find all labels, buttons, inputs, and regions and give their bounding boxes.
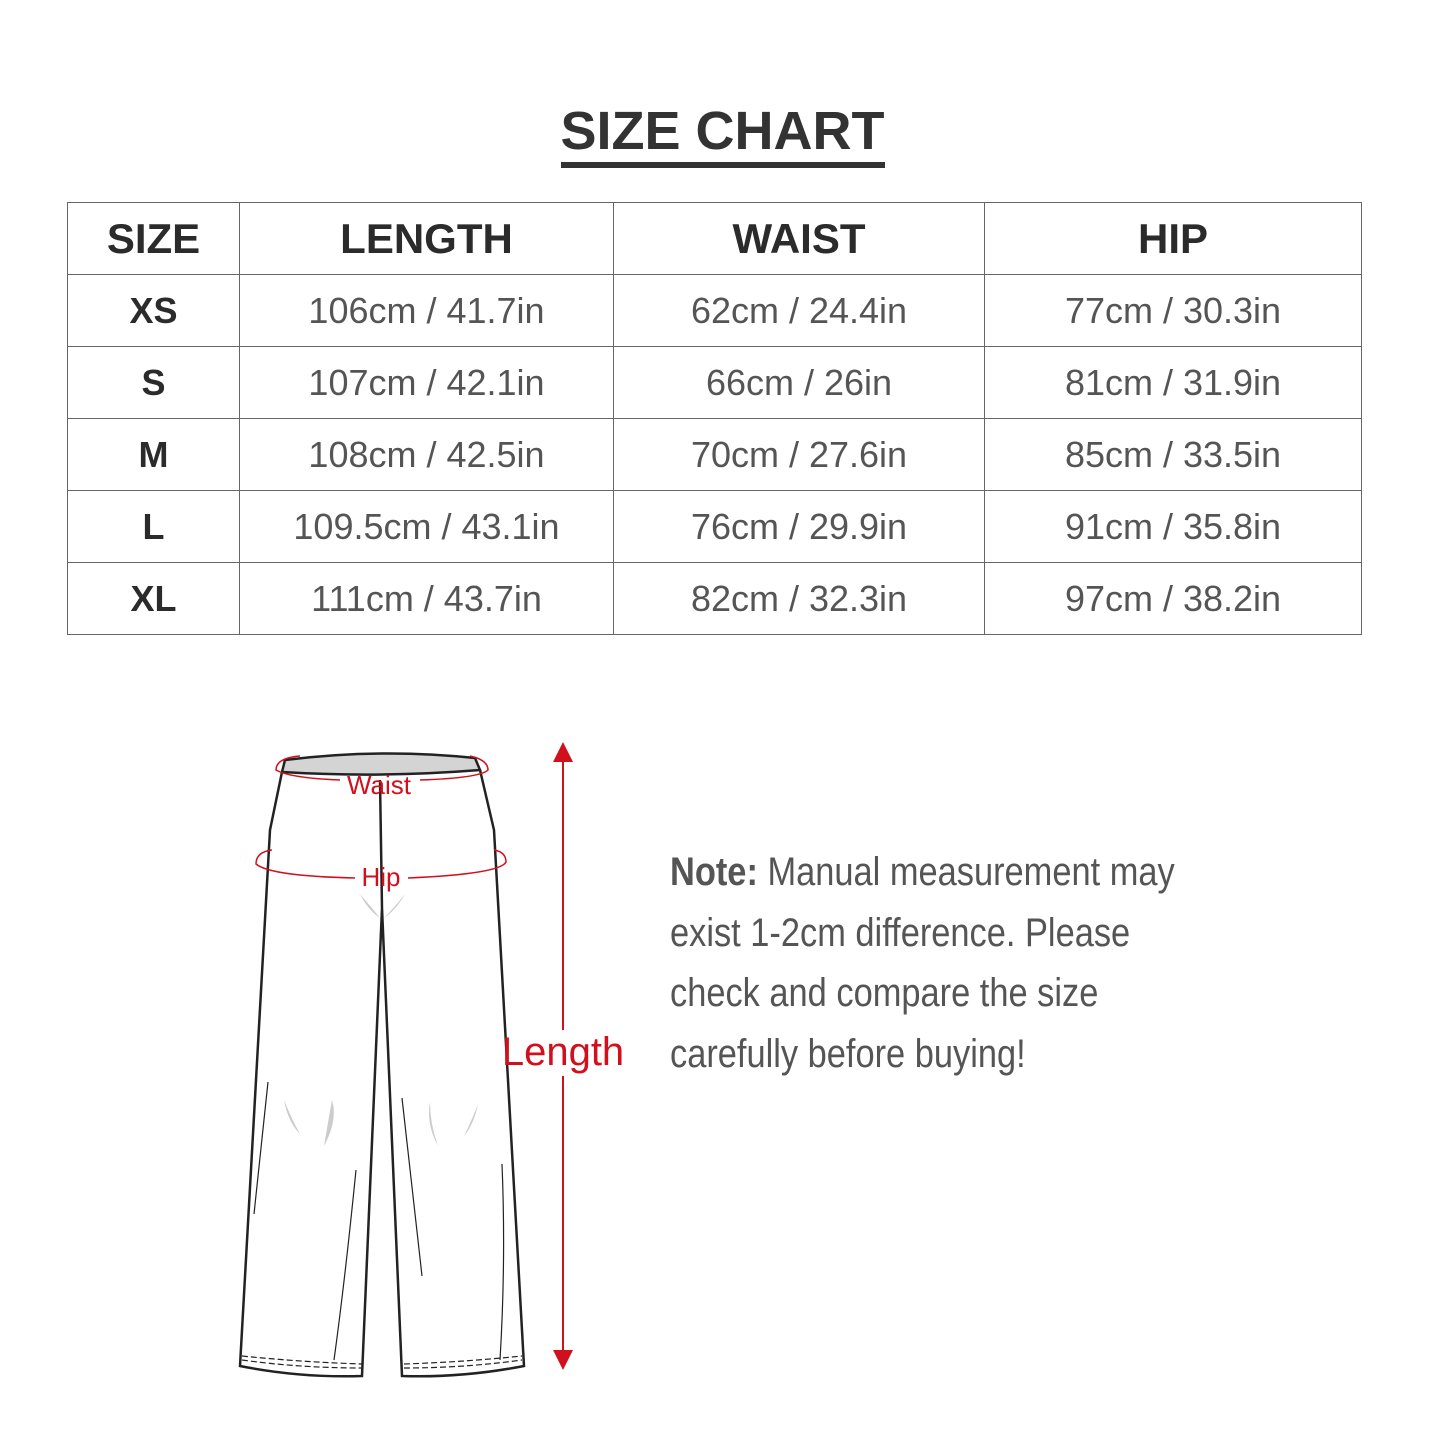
size-table: SIZE LENGTH WAIST HIP XS 106cm / 41.7in …	[67, 202, 1362, 635]
size-cell: L	[67, 490, 240, 563]
waist-cell: 82cm / 32.3in	[613, 562, 985, 635]
waist-cell: 76cm / 29.9in	[613, 490, 985, 563]
waist-cell: 70cm / 27.6in	[613, 418, 985, 491]
fold-shading	[284, 894, 478, 1146]
table-header-row: SIZE LENGTH WAIST HIP	[67, 202, 1362, 275]
length-cell: 111cm / 43.7in	[239, 562, 614, 635]
length-cell: 108cm / 42.5in	[239, 418, 614, 491]
size-cell: XL	[67, 562, 240, 635]
note: Note: Manual measurement may exist 1-2cm…	[670, 842, 1203, 1084]
pants-outline	[238, 752, 526, 1378]
title-text: SIZE CHART	[560, 100, 885, 168]
table-row: M 108cm / 42.5in 70cm / 27.6in 85cm / 33…	[67, 418, 1362, 491]
note-label: Note:	[670, 850, 758, 894]
hip-cell: 77cm / 30.3in	[984, 274, 1362, 347]
waist-label: Waist	[347, 770, 412, 800]
header-waist: WAIST	[613, 202, 985, 275]
size-cell: S	[67, 346, 240, 419]
length-cell: 109.5cm / 43.1in	[239, 490, 614, 563]
hip-cell: 97cm / 38.2in	[984, 562, 1362, 635]
arrow-down-icon	[553, 1350, 573, 1370]
waist-cell: 66cm / 26in	[613, 346, 985, 419]
page-title: SIZE CHART	[0, 100, 1445, 168]
table-row: XS 106cm / 41.7in 62cm / 24.4in 77cm / 3…	[67, 274, 1362, 347]
table-row: L 109.5cm / 43.1in 76cm / 29.9in 91cm / …	[67, 490, 1362, 563]
table-row: S 107cm / 42.1in 66cm / 26in 81cm / 31.9…	[67, 346, 1362, 419]
size-cell: M	[67, 418, 240, 491]
table-row: XL 111cm / 43.7in 82cm / 32.3in 97cm / 3…	[67, 562, 1362, 635]
arrow-up-icon	[553, 742, 573, 762]
waist-cell: 62cm / 24.4in	[613, 274, 985, 347]
hip-cell: 85cm / 33.5in	[984, 418, 1362, 491]
length-label: Length	[502, 1030, 624, 1074]
header-size: SIZE	[67, 202, 240, 275]
measure-lines	[255, 755, 564, 1354]
hip-cell: 81cm / 31.9in	[984, 346, 1362, 419]
hip-label: Hip	[361, 862, 400, 892]
note-text: Manual measurement may exist 1-2cm diffe…	[670, 850, 1175, 1076]
